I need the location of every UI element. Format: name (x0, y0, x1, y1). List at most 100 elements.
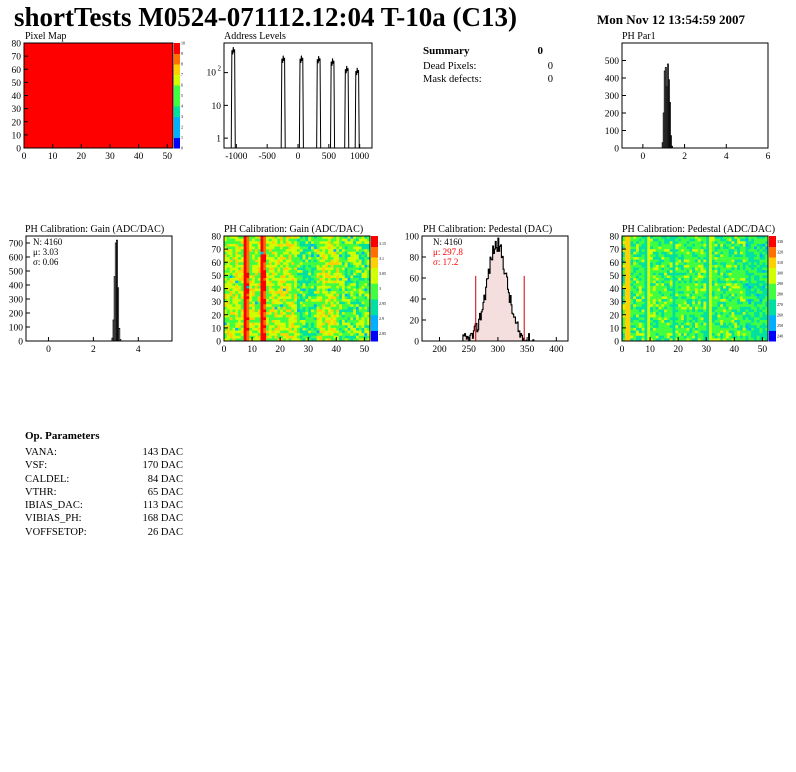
heatmap-cell (224, 293, 228, 297)
color-scale-label: 4 (181, 104, 183, 109)
heatmap-cell (341, 322, 346, 326)
heatmap-cell (288, 293, 292, 297)
heatmap-cell (630, 317, 634, 321)
heatmap-cell (333, 236, 337, 239)
heatmap-cell (725, 262, 729, 266)
heatmap-cell (288, 264, 292, 268)
heatmap-cell (330, 262, 334, 266)
heatmap-cell (692, 291, 696, 295)
heatmap-cell (680, 338, 685, 342)
heatmap-cell (658, 257, 662, 260)
heatmap-cell (330, 312, 334, 316)
heatmap-cell (339, 288, 343, 292)
heatmap-cell (252, 259, 256, 263)
heatmap-cell (246, 275, 250, 279)
heatmap-cell (254, 236, 258, 239)
heatmap-cell (723, 262, 727, 266)
heatmap-cell (669, 288, 673, 292)
heatmap-cell (319, 338, 323, 342)
heatmap-cell (224, 249, 228, 253)
heatmap-cell (652, 301, 656, 305)
heatmap-cell (720, 338, 724, 342)
heatmap-cell (226, 314, 230, 318)
heatmap-cell (624, 251, 628, 255)
heatmap-cell (280, 254, 284, 258)
heatmap-cell (697, 309, 701, 313)
heatmap-cell (753, 338, 758, 342)
heatmap-cell (294, 241, 298, 245)
heatmap-cell (252, 338, 256, 342)
heatmap-cell (226, 293, 230, 297)
heatmap-cell (232, 241, 236, 245)
heatmap-cell (748, 291, 752, 295)
heatmap-cell (322, 317, 326, 321)
heatmap-cell (709, 251, 713, 255)
heatmap-cell (277, 249, 281, 253)
heatmap-cell (666, 312, 671, 316)
heatmap-cell (229, 304, 233, 308)
heatmap-cell (330, 267, 334, 271)
heatmap-cell (700, 304, 704, 308)
heatmap-cell (737, 338, 741, 342)
heatmap-cell (723, 293, 727, 297)
heatmap-cell (339, 309, 343, 313)
heatmap-cell (271, 238, 275, 242)
x-tick-label: 4 (136, 345, 141, 355)
color-scale-segment (174, 116, 180, 128)
heatmap-cell (664, 259, 668, 263)
heatmap-cell (344, 325, 348, 329)
heatmap-cell (711, 304, 715, 308)
heatmap-cell (697, 267, 701, 271)
heatmap-cell (652, 267, 656, 271)
heatmap-cell (341, 317, 346, 321)
heatmap-cell (358, 257, 362, 260)
param-name: VOFFSETOP: (25, 526, 87, 538)
heatmap-cell (753, 270, 758, 274)
heatmap-cell (692, 333, 696, 337)
heatmap-cell (257, 262, 261, 266)
heatmap-cell (723, 333, 727, 337)
heatmap-cell (624, 262, 628, 266)
y-tick-exponent: 2 (218, 65, 222, 73)
heatmap-cell (355, 246, 360, 250)
heatmap-cell (762, 275, 766, 279)
heatmap-cell (311, 262, 315, 266)
heatmap-cell (695, 280, 699, 284)
heatmap-cell (759, 309, 763, 313)
heatmap-cell (229, 285, 233, 289)
heatmap-cell (266, 251, 270, 255)
heatmap-cell (367, 285, 371, 289)
heatmap-cell (330, 259, 334, 263)
heatmap-cell (737, 249, 741, 253)
heatmap-cell (240, 264, 244, 268)
heatmap-cell (709, 283, 713, 287)
heatmap-cell (235, 309, 239, 313)
heatmap-cell (680, 259, 685, 263)
heatmap-cell (728, 288, 732, 292)
heatmap-cell (333, 272, 337, 276)
heatmap-cell (680, 312, 685, 316)
heatmap-cell (745, 280, 749, 284)
heatmap-cell (316, 257, 320, 260)
heatmap-cell (644, 309, 648, 313)
heatmap-cell (367, 291, 371, 295)
heatmap-cell (695, 299, 699, 302)
heatmap-cell (753, 278, 758, 281)
heatmap-cell (652, 317, 656, 321)
heatmap-cell (277, 254, 281, 258)
heatmap-cell (697, 296, 701, 300)
heatmap-cell (263, 322, 267, 326)
heatmap-cell (706, 264, 710, 268)
heatmap-cell (723, 299, 727, 302)
heatmap-cell (316, 254, 320, 258)
heatmap-cell (669, 272, 673, 276)
heatmap-cell (678, 304, 682, 308)
heatmap-cell (305, 257, 309, 260)
heatmap-cell (358, 264, 362, 268)
heatmap-cell (364, 327, 368, 331)
heatmap-cell (709, 333, 713, 337)
color-scale-segment (769, 293, 776, 300)
heatmap-cell (627, 280, 631, 284)
heatmap-cell (644, 299, 648, 302)
heatmap-cell (229, 251, 233, 255)
